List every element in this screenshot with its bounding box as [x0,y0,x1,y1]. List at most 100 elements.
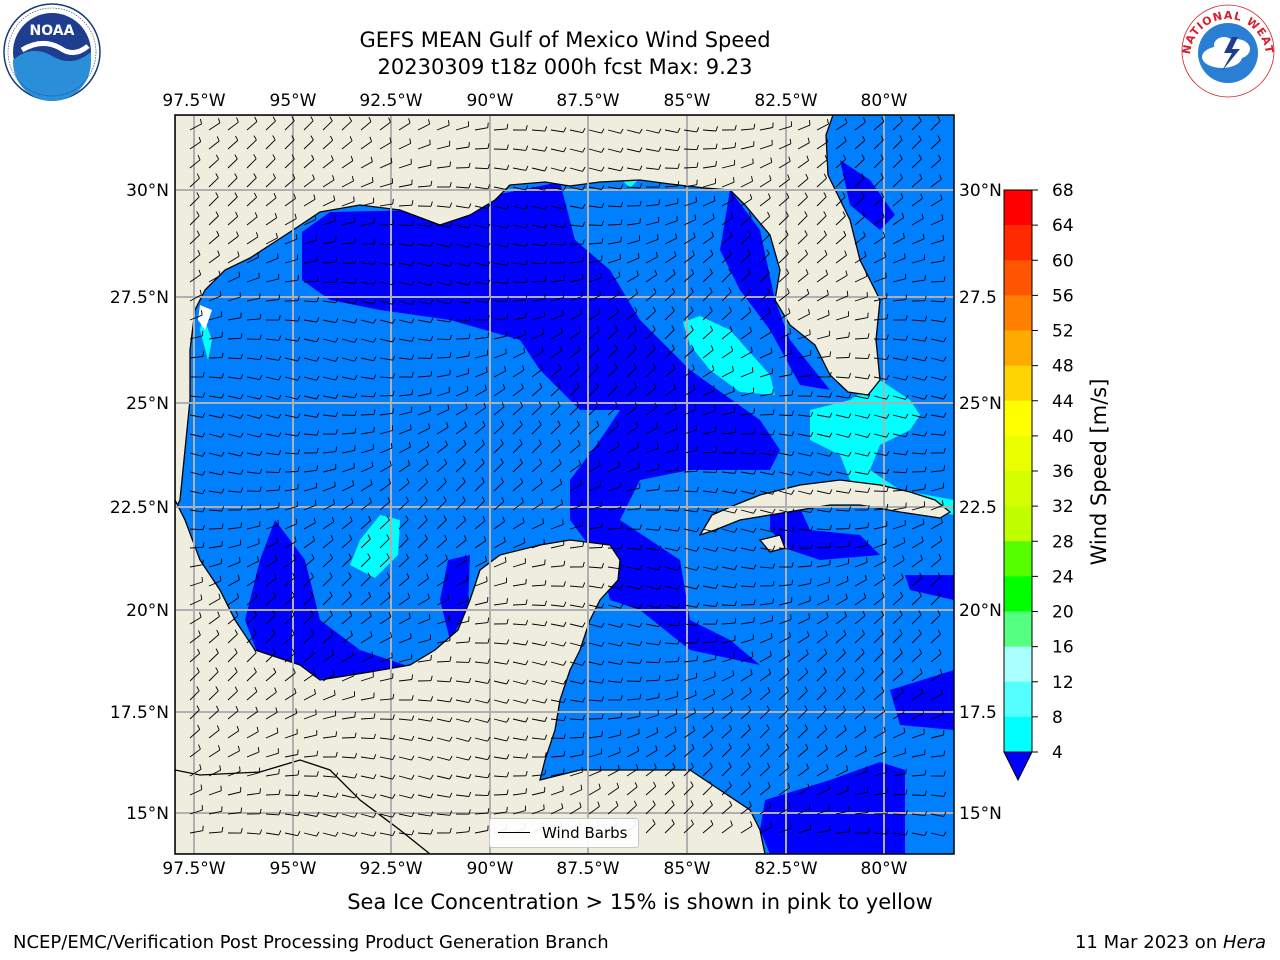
wind-barb-flag [615,801,619,806]
wind-barb-flag [411,220,414,226]
wind-barb-flag [506,123,509,129]
wind-barb [303,653,315,663]
wind-barb [208,729,220,739]
wind-barb [474,812,489,815]
wind-barb [322,199,335,207]
wind-barb [341,557,352,568]
wind-barb [778,528,792,532]
wind-barb [493,224,507,229]
wind-barb-flag [240,432,244,438]
wind-barb [778,215,789,226]
wind-barb [360,357,374,362]
wind-barb [360,338,374,343]
wind-barb [398,300,412,305]
wind-barb [284,813,298,817]
wind-barb [303,139,314,150]
wind-barb [303,120,314,131]
wind-barb [778,690,789,701]
wind-barb-flag [829,392,833,398]
wind-barb [436,243,450,248]
colorbar-tick-label: 28 [1052,532,1074,552]
wind-barb-flag [620,523,623,529]
wind-barb-flag [658,603,662,609]
wind-barb [607,734,621,739]
wind-barb [436,409,449,416]
wind-barb [227,337,242,340]
wind-barb [436,124,450,131]
wind-barb [892,542,905,549]
wind-barb [835,749,848,758]
wind-barb-flag [373,299,377,305]
wind-barb-flag [767,287,771,293]
wind-barb-flag [734,124,737,131]
wind-barb [721,471,735,474]
wind-barb-flag [523,537,526,543]
wind-barb [455,519,466,530]
wind-barb-flag [656,727,659,733]
wind-barb-flag [601,128,605,134]
wind-barb [759,352,773,359]
wind-barb-flag [751,176,754,182]
wind-barb [455,641,470,644]
wind-barb [892,433,906,438]
wind-barb [531,243,545,247]
wind-barb-flag [557,382,561,388]
wind-barb [588,277,602,283]
wind-barb [455,390,469,397]
wind-barb-flag [639,564,643,570]
wind-barb-flag [312,668,316,674]
wind-barb [265,614,276,625]
wind-barb-flag [785,705,789,711]
wind-barb-flag [747,762,751,768]
wind-barb [474,407,486,416]
wind-barb-flag [221,332,223,338]
wind-barb [303,319,317,323]
wind-barb-flag [275,707,278,713]
wind-barb-flag [468,242,472,248]
wind-barb [911,158,922,169]
wind-barb-flag [829,489,833,495]
wind-barb-flag [314,689,316,695]
wind-barb [265,177,276,188]
wind-barb [759,413,774,416]
wind-barb [436,680,451,683]
wind-barb-flag [601,147,605,153]
wind-barb [189,294,202,302]
wind-barb [379,794,393,799]
wind-barb-flag [373,337,377,343]
wind-barb-flag [373,793,377,799]
wind-barb [892,376,906,381]
wind-barb-flag [672,363,676,369]
wind-barb-flag [582,203,586,209]
wind-barb [892,559,905,568]
wind-barb-flag [677,180,680,186]
wind-barb [398,319,412,324]
wind-barb-flag [747,287,751,293]
wind-barb [531,186,545,191]
wind-barb [531,405,542,416]
wind-barb-flag [196,173,200,179]
wind-barb [550,737,565,739]
wind-barb [702,729,714,739]
wind-barb [607,367,618,378]
wind-barb [474,147,489,150]
wind-barb [284,712,297,720]
wind-barb-flag [348,116,352,122]
wind-barb [854,544,868,549]
wind-barb-flag [921,213,924,219]
wind-barb-flag [430,280,434,286]
wind-barb [436,718,450,723]
wind-barb [607,566,621,570]
wind-barb-flag [525,599,528,605]
wind-barb-flag [272,648,276,654]
wind-barb [607,769,620,777]
wind-barb-flag [715,161,717,167]
wind-barb [740,825,753,834]
wind-barb-flag [729,706,733,712]
wind-barb [246,357,260,361]
wind-barb [474,224,488,229]
wind-barb-flag [790,823,792,829]
wind-barb-flag [709,325,714,331]
wind-barb-flag [577,345,581,350]
wind-barb [816,729,827,739]
